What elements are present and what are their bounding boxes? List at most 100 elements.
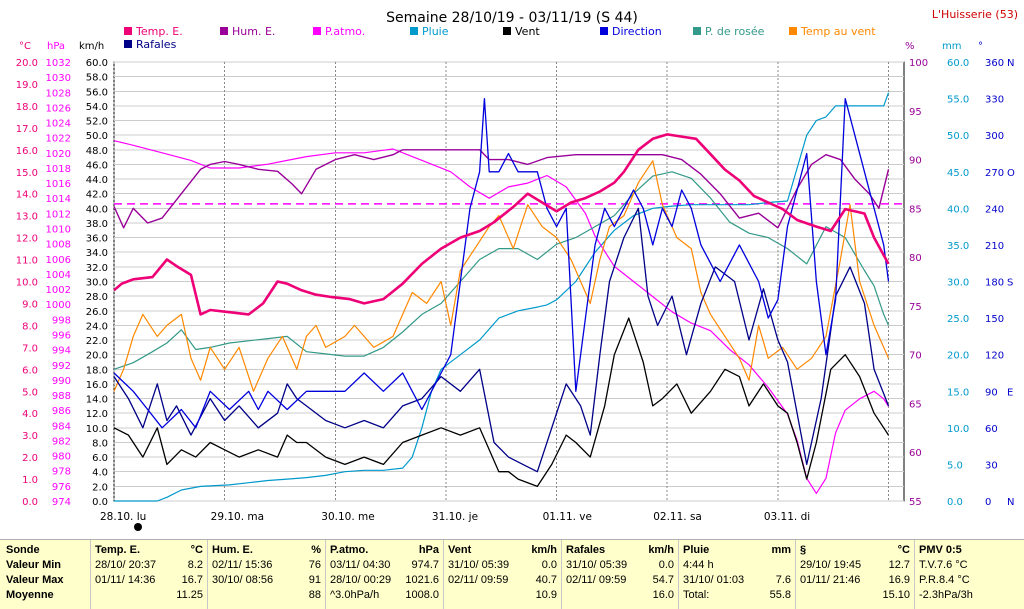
legend-swatch — [124, 40, 132, 48]
rain-tick-label: 55.0 — [947, 95, 969, 106]
footer-section-unit: km/h — [531, 544, 557, 556]
wind-tick-label: 8.0 — [92, 438, 108, 449]
legend-label: Direction — [612, 25, 662, 38]
legend-item: Hum. E. — [220, 25, 275, 38]
press-tick-label: 1010 — [46, 225, 71, 236]
dir-cardinal-label: S — [1007, 278, 1013, 289]
stats-footer: Sonde Valeur Min Valeur Max Moyenne Temp. E.… — [0, 539, 1024, 609]
footer-value: 16.7 — [181, 574, 203, 586]
wind-tick-label: 26.0 — [86, 307, 108, 318]
dir-unit: ° — [978, 41, 983, 52]
legend-label: Hum. E. — [232, 25, 275, 38]
temp-tick-label: 11.0 — [16, 256, 38, 267]
footer-value: 76 — [308, 559, 321, 571]
dir-cardinal-label: E — [1007, 387, 1013, 398]
footer-row-label: Sonde — [6, 544, 40, 556]
wind-tick-label: 40.0 — [86, 204, 108, 215]
footer-section: Rafales km/h 31/10/ 05:39 0.0 02/11/ 09:59 54… — [561, 540, 678, 609]
x-day-label: 30.10. me — [321, 511, 374, 523]
temp-tick-label: 13.0 — [16, 212, 38, 223]
x-day-label: 01.11. ve — [543, 511, 592, 523]
temp-tick-label: 10.0 — [16, 278, 38, 289]
wind-tick-label: 4.0 — [92, 468, 108, 479]
rain-tick-label: 60.0 — [947, 58, 969, 69]
wind-tick-label: 56.0 — [86, 87, 108, 98]
footer-value-row: 01/11/ 21:46 16.9 — [800, 573, 910, 588]
footer-section-header: § °C — [800, 543, 910, 558]
legend-item: Direction — [600, 25, 662, 38]
wind-tick-label: 52.0 — [86, 117, 108, 128]
press-tick-label: 994 — [52, 346, 71, 357]
rain-tick-label: 25.0 — [947, 314, 969, 325]
footer-value-time: 31/10/ 05:39 — [448, 559, 510, 571]
footer-value-time: 01/11/ 21:46 — [800, 574, 861, 586]
press-tick-label: 1006 — [46, 255, 71, 266]
series-line-temp-e- — [113, 133, 890, 316]
legend-label: Pluie — [422, 25, 449, 38]
footer-section: Hum. E.% 02/11/ 15:36 76 30/10/ 08:56 91 88 — [207, 540, 325, 609]
footer-section-header: Vent km/h — [448, 543, 557, 558]
temp-tick-label: 17.0 — [16, 124, 38, 135]
series-line-rafales — [113, 207, 890, 473]
pmv-line: T.V.7.6 °C — [919, 559, 968, 571]
rain-tick-label: 35.0 — [947, 241, 969, 252]
footer-section-label: Temp. E. — [95, 544, 141, 556]
press-tick-label: 984 — [52, 421, 71, 432]
series-line-direction — [113, 97, 890, 429]
wind-tick-label: 60.0 — [86, 58, 108, 69]
hum-tick-label: 55 — [909, 497, 922, 508]
footer-value-time: 31/10/ 01:03 — [683, 574, 745, 586]
wind-tick-label: 0.0 — [92, 497, 108, 508]
footer-value-time: 03/11/ 04:30 — [330, 559, 391, 571]
wind-tick-label: 36.0 — [86, 234, 108, 245]
hum-unit: % — [905, 41, 915, 52]
footer-section-header: Rafales km/h — [566, 543, 674, 558]
dir-cardinal-label: N — [1007, 58, 1014, 69]
press-tick-label: 996 — [52, 330, 71, 341]
legend-label: Temp au vent — [800, 25, 876, 38]
legend-item: Rafales — [124, 38, 177, 51]
legend-item: Temp au vent — [789, 25, 876, 38]
footer-value-time: 28/10/ 20:37 — [95, 559, 157, 571]
legend-label: P. de rosée — [705, 25, 765, 38]
footer-section: § °C 29/10/ 19:45 12.7 01/11/ 21:46 16.9 15.10 — [795, 540, 914, 609]
dir-tick-label: 90 — [985, 387, 998, 398]
footer-value: 0.0 — [541, 559, 557, 571]
press-tick-label: 998 — [52, 315, 71, 326]
hum-tick-label: 100 — [909, 58, 928, 69]
temp-tick-label: 6.0 — [22, 365, 38, 376]
legend-swatch — [124, 27, 132, 35]
wind-tick-label: 20.0 — [86, 351, 108, 362]
wind-tick-label: 50.0 — [86, 131, 108, 142]
footer-value-time: 02/11/ 09:59 — [566, 574, 627, 586]
wind-tick-label: 28.0 — [86, 292, 108, 303]
dir-tick-label: 270 — [985, 168, 1004, 179]
press-tick-label: 1014 — [46, 194, 71, 205]
x-day-label: 29.10. ma — [211, 511, 264, 523]
dir-tick-label: 360 — [985, 58, 1004, 69]
legend-label: Rafales — [136, 38, 177, 51]
hum-tick-label: 85 — [909, 204, 922, 215]
x-day-label: 28.10. lu — [100, 511, 146, 523]
rain-tick-label: 50.0 — [947, 131, 969, 142]
press-tick-label: 992 — [52, 361, 71, 372]
temp-tick-label: 9.0 — [22, 299, 38, 310]
footer-value-row: 03/11/ 04:30 974.7 — [330, 558, 439, 573]
x-day-label: 02.11. sa — [653, 511, 702, 523]
press-tick-label: 1026 — [46, 103, 71, 114]
footer-section-label: Hum. E. — [212, 544, 253, 556]
footer-value: 88 — [308, 589, 321, 601]
dir-tick-label: 120 — [985, 351, 1004, 362]
footer-value-row: 88 — [212, 588, 321, 603]
footer-value: 1008.0 — [405, 589, 439, 601]
footer-row-label: Moyenne — [6, 589, 54, 601]
footer-section-unit: °C — [190, 544, 203, 556]
legend-swatch — [600, 27, 608, 35]
right-axes: 55 60 65 70 75 80 85 90 95 100 0.0 5.0 10.0 15.0 20.0 2… — [909, 58, 1015, 508]
rain-tick-label: 10.0 — [947, 424, 969, 435]
legend-item: Pluie — [410, 25, 449, 38]
footer-value-row: ^3.0hPa/h 1008.0 — [330, 588, 439, 603]
footer-value-row: Total: 55.8 — [683, 588, 791, 603]
dir-cardinal-label: O — [1007, 168, 1015, 179]
dir-tick-label: 30 — [985, 460, 998, 471]
